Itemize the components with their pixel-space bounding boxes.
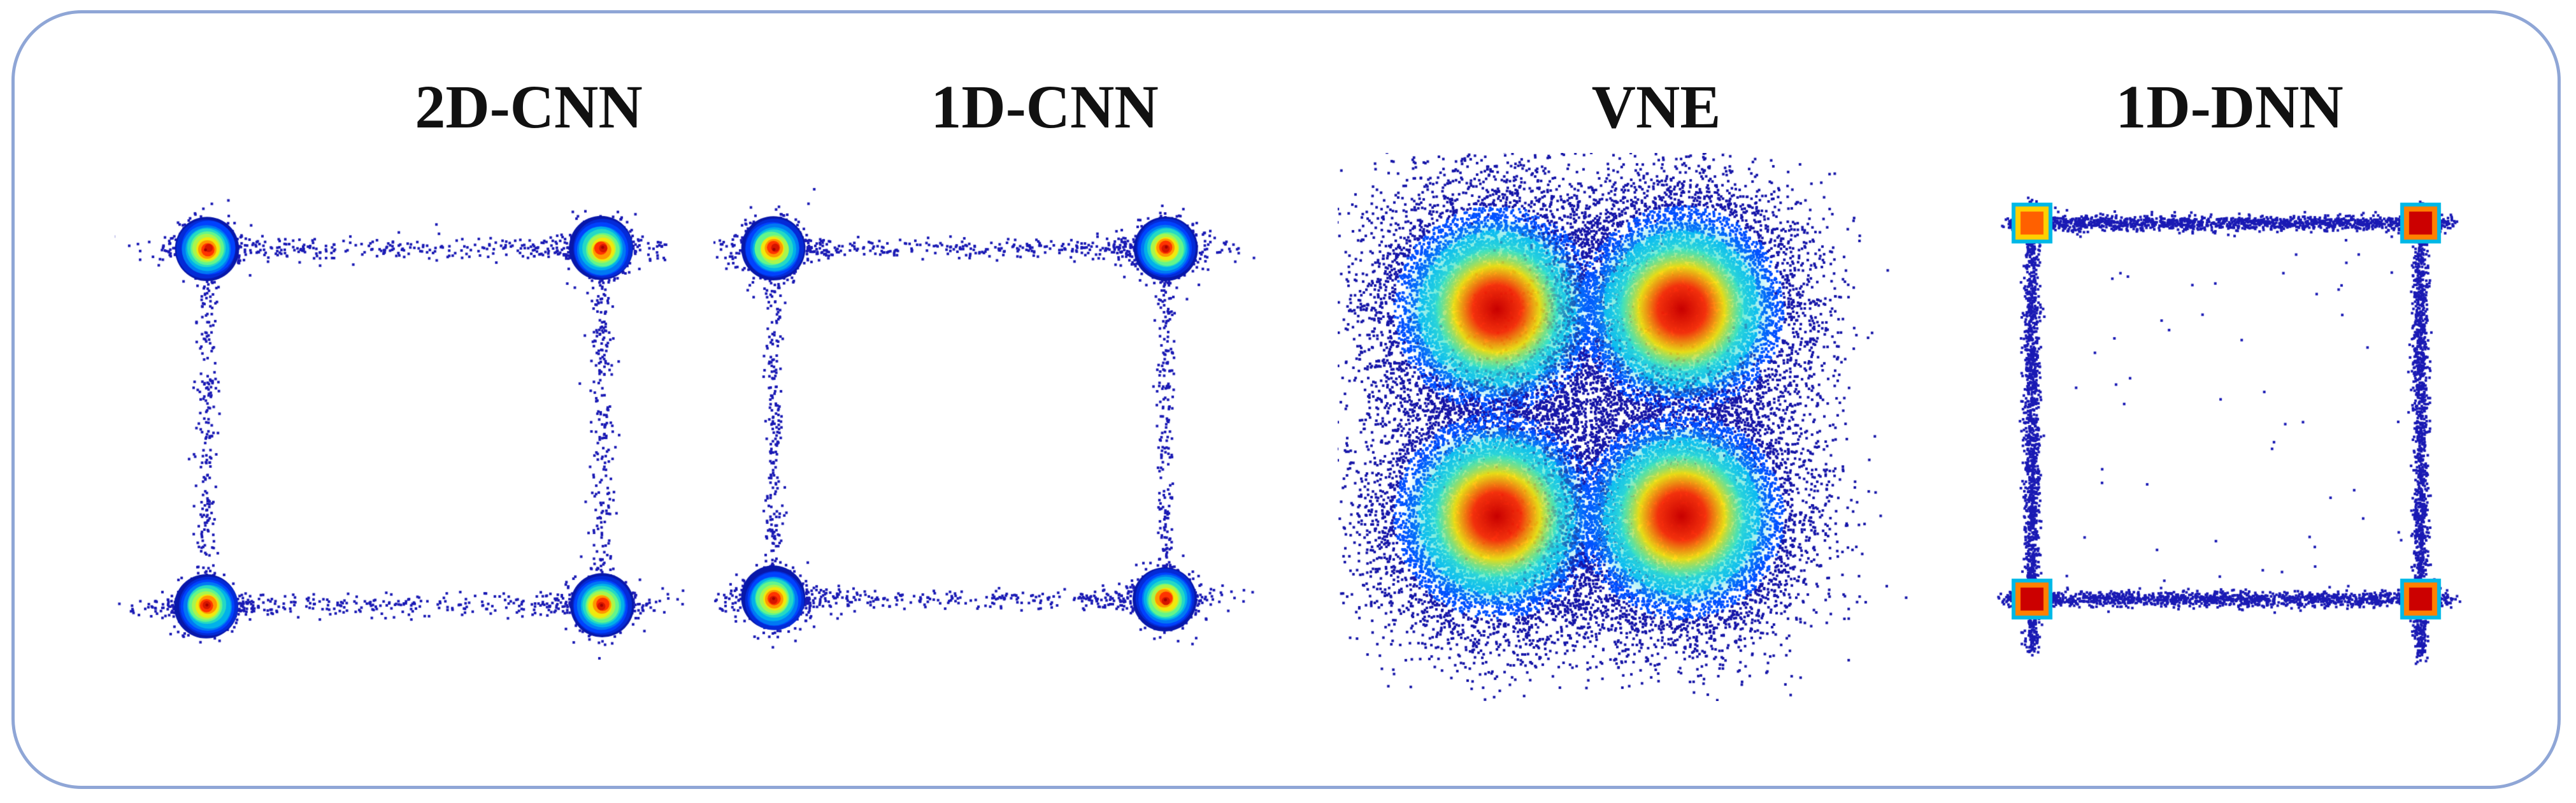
panel-title-2d-cnn: 2D-CNN bbox=[415, 73, 643, 141]
panel-title-vne: VNE bbox=[1591, 73, 1721, 141]
constellation-plot-1d-dnn bbox=[1936, 153, 2510, 701]
constellation-plot-1d-cnn bbox=[713, 153, 1287, 701]
panel-title-1d-dnn: 1D-DNN bbox=[2115, 73, 2343, 141]
constellation-plot-vne bbox=[1338, 153, 1911, 701]
constellation-plot-2d-cnn bbox=[115, 153, 688, 701]
panel-title-1d-cnn: 1D-CNN bbox=[931, 73, 1159, 141]
